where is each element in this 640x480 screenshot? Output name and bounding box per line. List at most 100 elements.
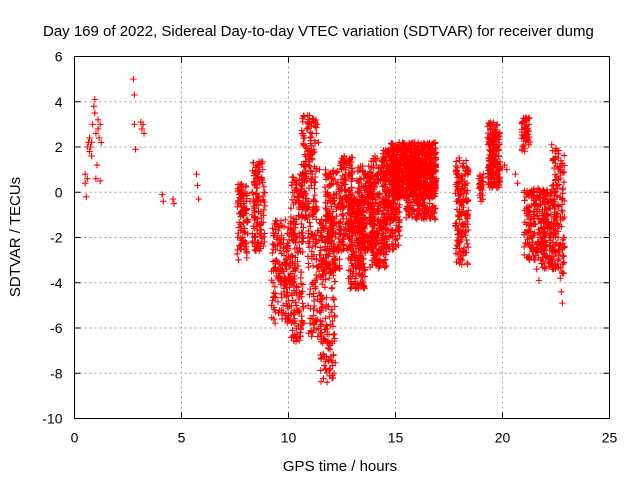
data-point [250, 159, 257, 166]
data-point [288, 252, 295, 259]
data-point [312, 198, 319, 205]
data-point [302, 190, 309, 197]
data-point [551, 177, 559, 184]
data-point [307, 175, 315, 182]
data-point [278, 232, 285, 239]
data-point [521, 219, 529, 226]
data-point [523, 134, 531, 142]
data-point [308, 142, 315, 149]
data-point [293, 324, 300, 332]
data-point [325, 265, 333, 272]
data-point [348, 251, 356, 258]
data-point [406, 162, 414, 170]
data-point [379, 216, 386, 224]
data-point [531, 201, 538, 208]
data-point [370, 190, 377, 197]
data-point [535, 277, 543, 284]
data-point [489, 160, 496, 167]
data-point [496, 181, 503, 188]
data-point [309, 329, 316, 336]
data-point [559, 186, 566, 194]
data-point [360, 260, 367, 267]
data-point [313, 130, 320, 137]
data-point [368, 248, 376, 256]
data-point [544, 225, 551, 232]
data-point [334, 202, 341, 210]
data-point [487, 165, 494, 172]
data-point [284, 243, 291, 250]
data-point [233, 250, 241, 258]
data-point [329, 358, 336, 366]
data-point [269, 279, 277, 286]
x-tick-label: 10 [281, 430, 297, 446]
data-point [280, 268, 288, 275]
data-point [255, 161, 262, 169]
data-point [244, 216, 252, 223]
data-point [280, 236, 287, 243]
data-point [428, 211, 435, 218]
data-point [376, 190, 383, 197]
data-point [457, 234, 464, 241]
data-point [393, 222, 400, 229]
data-point [345, 266, 353, 274]
data-point [374, 235, 381, 243]
data-point [523, 229, 531, 236]
data-point [477, 198, 485, 205]
data-point [282, 275, 289, 282]
data-point [538, 189, 545, 196]
data-point [522, 114, 530, 121]
data-point [299, 303, 307, 310]
data-point [375, 165, 382, 172]
data-point [253, 243, 260, 250]
data-point [430, 202, 438, 210]
data-point [391, 154, 398, 161]
data-point [379, 162, 386, 169]
data-point [235, 224, 243, 231]
data-point [130, 75, 137, 83]
data-point [386, 243, 393, 250]
data-point [270, 241, 277, 249]
data-point [306, 291, 313, 298]
data-point [544, 188, 551, 196]
data-point [453, 236, 461, 244]
data-point [415, 211, 422, 218]
data-point [303, 125, 310, 133]
data-point [397, 160, 404, 168]
data-point [321, 184, 329, 191]
y-tick-label: -8 [50, 365, 63, 381]
data-point [379, 207, 387, 214]
data-point [458, 172, 465, 179]
x-tick-label: 25 [602, 430, 618, 446]
data-point [304, 302, 312, 309]
data-point [430, 210, 438, 217]
data-point [270, 258, 277, 265]
data-point [394, 143, 401, 150]
data-point [272, 220, 279, 228]
data-point [237, 194, 244, 202]
data-point [312, 271, 320, 279]
data-point [269, 249, 276, 257]
data-point [259, 179, 266, 186]
data-point [424, 190, 432, 198]
data-point [351, 225, 359, 232]
data-point [426, 170, 433, 178]
data-point [453, 258, 460, 266]
data-point [281, 288, 288, 295]
data-point [334, 168, 341, 175]
data-point [308, 156, 316, 164]
data-point [549, 196, 557, 203]
data-point [317, 351, 324, 359]
data-point [559, 208, 566, 216]
data-point [327, 216, 334, 223]
data-point [282, 216, 289, 224]
data-point [410, 191, 417, 198]
data-point [557, 241, 564, 248]
data-point [393, 148, 400, 155]
data-point [249, 230, 256, 237]
data-point [339, 158, 346, 166]
data-point [257, 158, 265, 165]
data-point [464, 226, 472, 234]
data-point [385, 193, 392, 201]
data-point [533, 213, 541, 221]
data-point [261, 202, 269, 210]
